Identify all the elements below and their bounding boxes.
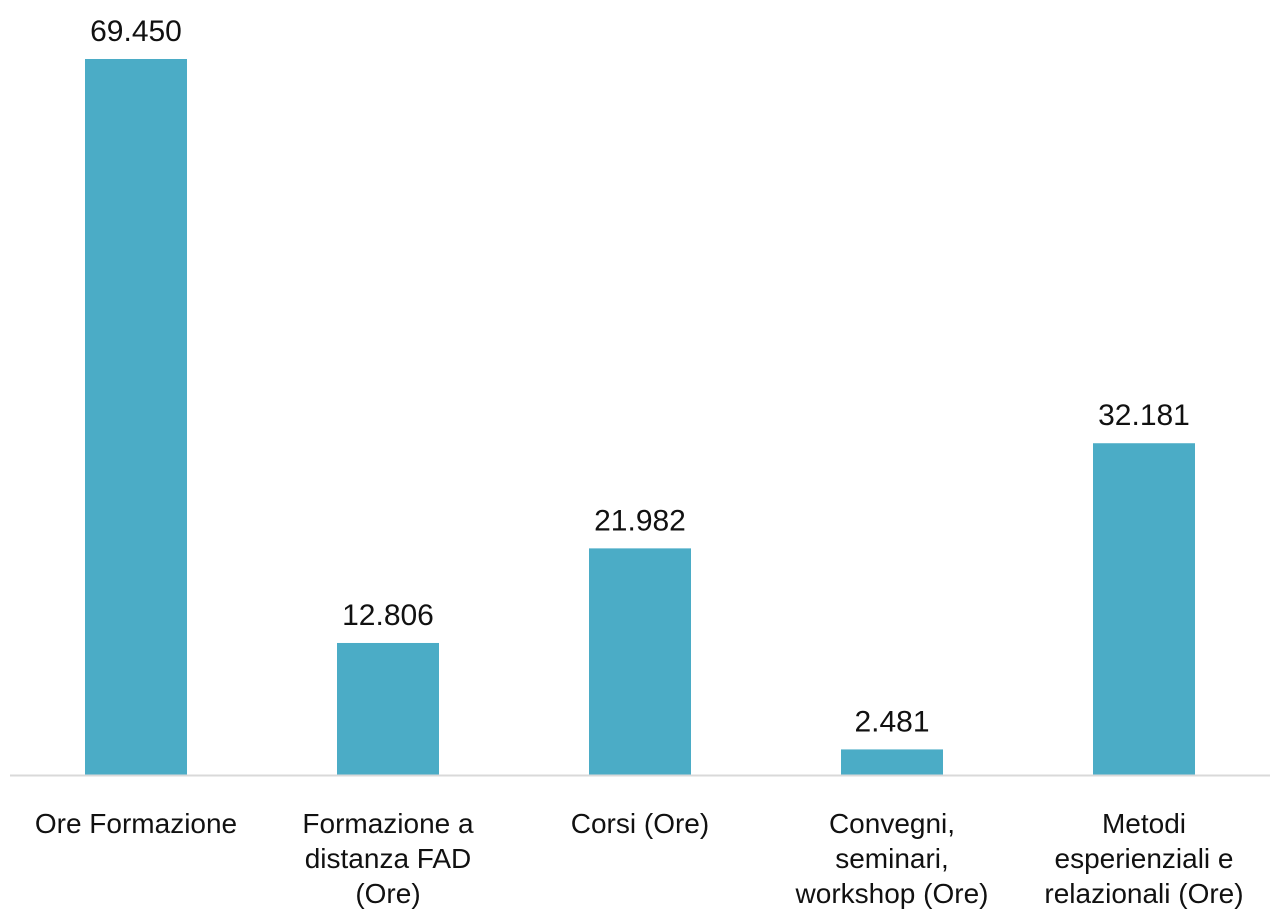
- bar-value-label: 12.806: [342, 599, 434, 632]
- category-label-line: esperienziali e: [1055, 843, 1234, 874]
- bar-value-label: 32.181: [1098, 399, 1190, 432]
- category-label-line: seminari,: [835, 843, 949, 874]
- category-label-line: Convegni,: [829, 808, 955, 839]
- bar-value-label: 21.982: [594, 504, 686, 537]
- category-label: Ore Formazione: [35, 808, 237, 839]
- category-label-line: distanza FAD: [305, 843, 472, 874]
- category-label: Convegni, seminari, workshop (Ore): [795, 808, 989, 909]
- category-label-line: relazionali (Ore): [1044, 878, 1243, 909]
- bar: [589, 548, 691, 775]
- category-label-line: Corsi (Ore): [571, 808, 709, 839]
- bar: [85, 59, 187, 775]
- bar-value-label: 2.481: [854, 705, 929, 738]
- value-labels-group: 69.450 12.806 21.982 2.481 32.181: [90, 15, 1190, 738]
- category-label-line: Formazione a: [302, 808, 474, 839]
- bar: [1093, 443, 1195, 775]
- category-label: Formazione a distanza FAD (Ore): [302, 808, 474, 909]
- category-label-line: Metodi: [1102, 808, 1186, 839]
- bar: [337, 642, 439, 775]
- bar-value-label: 69.450: [90, 15, 182, 48]
- category-label: Corsi (Ore): [571, 808, 709, 839]
- category-label-line: workshop (Ore): [795, 878, 989, 909]
- category-label: Metodi esperienziali e relazionali (Ore): [1044, 808, 1243, 909]
- bars-group: [85, 59, 1195, 775]
- category-labels-group: Ore Formazione Formazione a distanza FAD (O…: [35, 808, 1244, 909]
- category-label-line: (Ore): [355, 878, 420, 909]
- category-label-line: Ore Formazione: [35, 808, 237, 839]
- bar: [841, 749, 943, 775]
